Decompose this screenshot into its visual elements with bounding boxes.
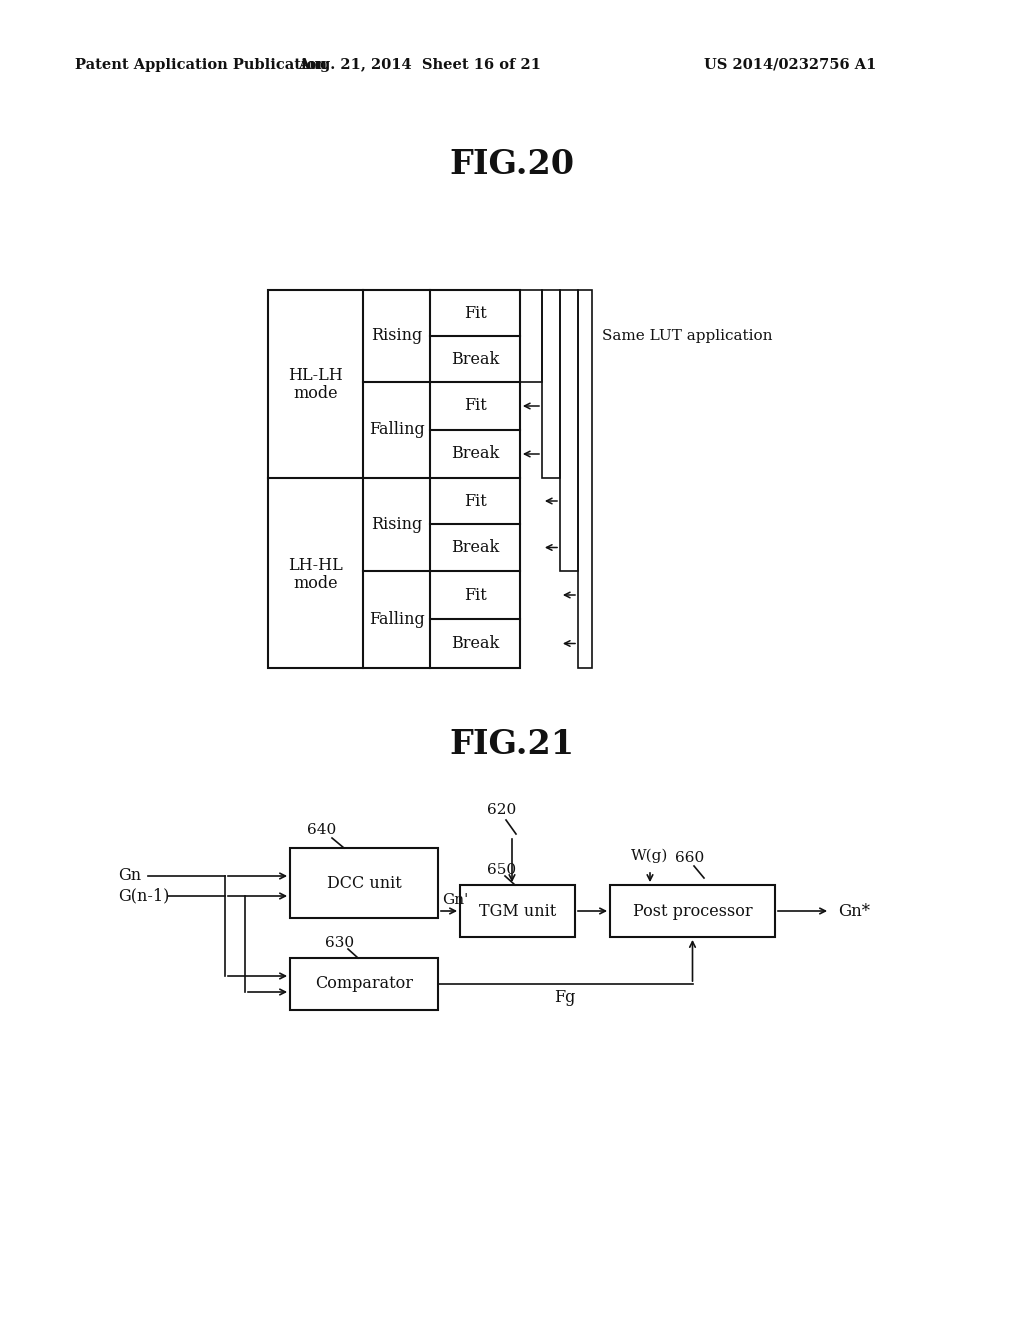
Text: Post processor: Post processor <box>633 903 753 920</box>
Text: FIG.20: FIG.20 <box>450 149 574 181</box>
Text: FIG.21: FIG.21 <box>450 729 574 762</box>
Text: 620: 620 <box>487 803 517 817</box>
Text: W(g): W(g) <box>632 849 669 863</box>
Text: 630: 630 <box>326 936 354 950</box>
Text: 650: 650 <box>487 863 516 876</box>
Bar <box>560 290 578 572</box>
Text: Rising: Rising <box>371 327 422 345</box>
Text: Fit: Fit <box>464 305 486 322</box>
Text: 660: 660 <box>676 851 705 865</box>
Text: HL-LH: HL-LH <box>288 367 343 384</box>
Text: Break: Break <box>451 446 499 462</box>
Text: Break: Break <box>451 635 499 652</box>
Text: G(n-1): G(n-1) <box>118 887 169 904</box>
Text: Aug. 21, 2014  Sheet 16 of 21: Aug. 21, 2014 Sheet 16 of 21 <box>299 58 542 73</box>
Text: Gn: Gn <box>118 867 141 884</box>
Text: 640: 640 <box>307 822 337 837</box>
Text: Patent Application Publication: Patent Application Publication <box>75 58 327 73</box>
Bar <box>520 290 542 381</box>
Text: TGM unit: TGM unit <box>479 903 556 920</box>
Text: Falling: Falling <box>369 421 424 438</box>
Text: US 2014/0232756 A1: US 2014/0232756 A1 <box>703 58 877 73</box>
Bar <box>290 958 438 1010</box>
Text: mode: mode <box>293 385 338 403</box>
Bar <box>610 884 775 937</box>
Text: Fit: Fit <box>464 492 486 510</box>
Text: Fit: Fit <box>464 397 486 414</box>
Text: Gn*: Gn* <box>838 903 870 920</box>
Bar <box>290 847 438 917</box>
Text: Fg: Fg <box>555 990 575 1006</box>
Text: Same LUT application: Same LUT application <box>602 329 772 343</box>
Text: Break: Break <box>451 539 499 556</box>
Bar <box>542 290 560 478</box>
Bar <box>578 290 592 668</box>
Text: Gn': Gn' <box>442 894 468 907</box>
Text: Comparator: Comparator <box>315 975 413 993</box>
Text: Falling: Falling <box>369 611 424 628</box>
Text: Rising: Rising <box>371 516 422 533</box>
Text: DCC unit: DCC unit <box>327 874 401 891</box>
Text: mode: mode <box>293 574 338 591</box>
Bar <box>268 290 520 668</box>
Bar <box>460 884 575 937</box>
Text: Fit: Fit <box>464 586 486 603</box>
Text: Break: Break <box>451 351 499 367</box>
Text: LH-HL: LH-HL <box>288 557 343 573</box>
